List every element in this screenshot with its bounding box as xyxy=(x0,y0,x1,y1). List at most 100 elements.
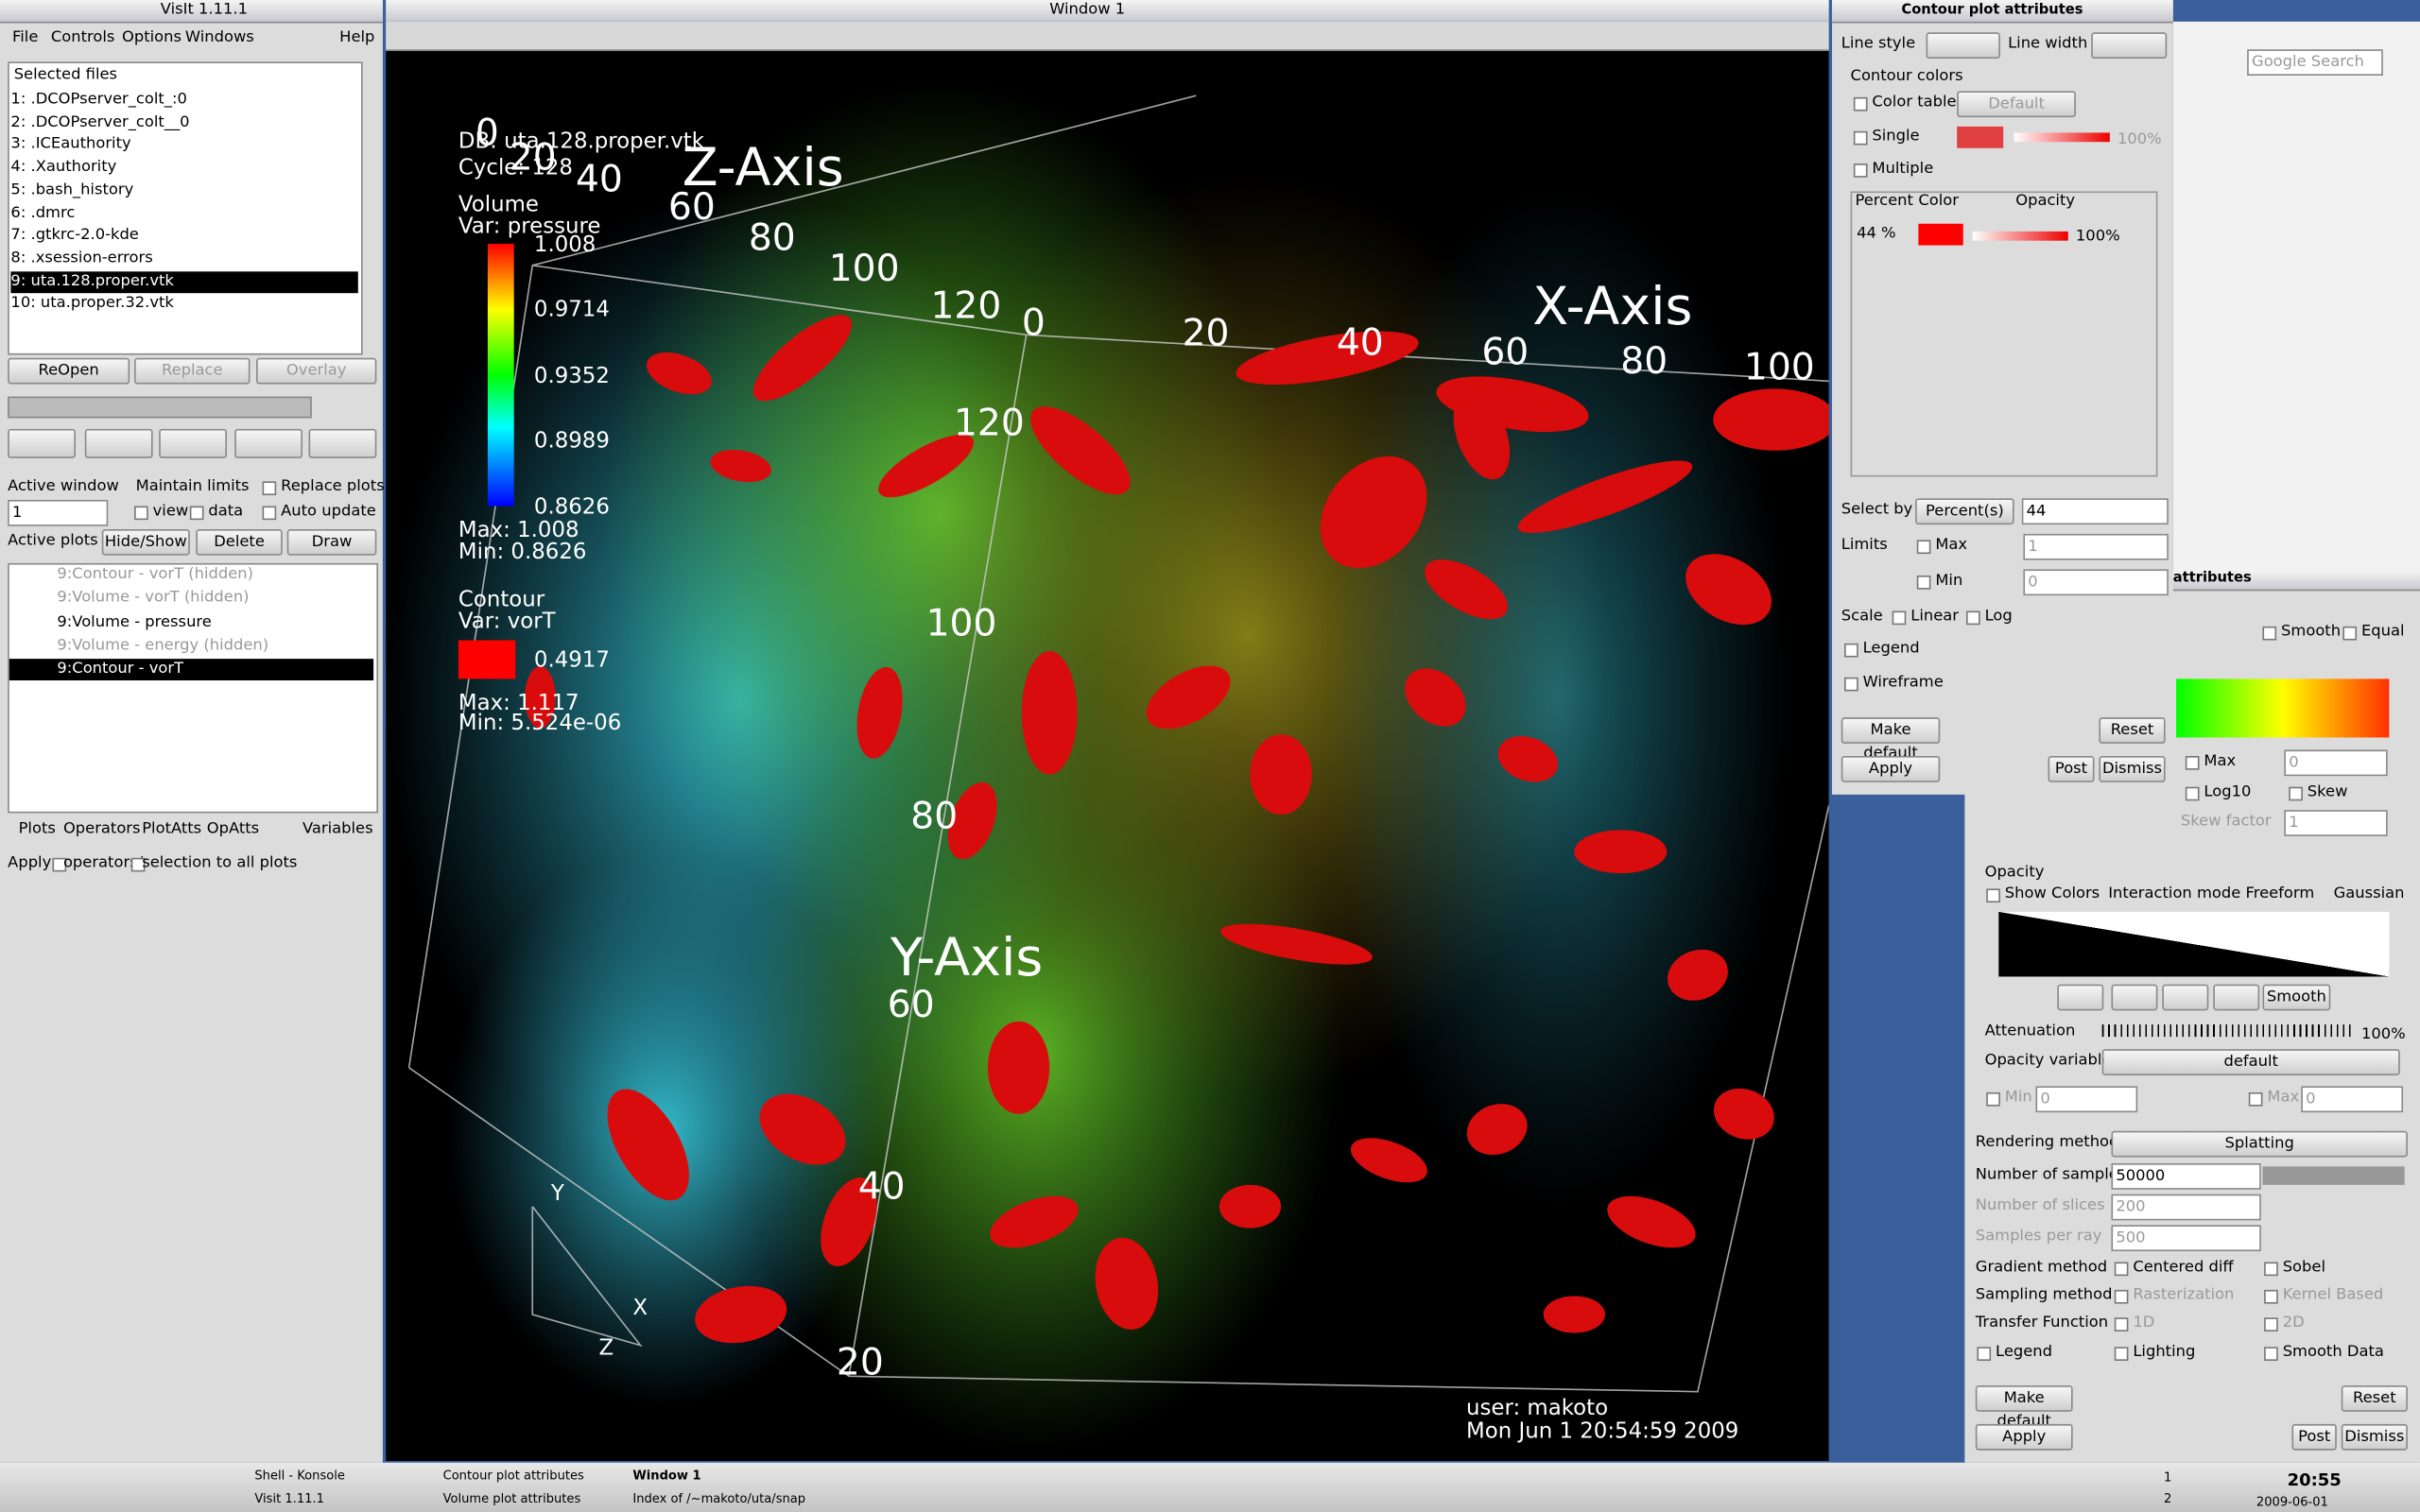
tab: OpAtts xyxy=(206,820,260,838)
overlay-text: Cycle: 128 xyxy=(458,155,573,181)
isosurface xyxy=(1466,1104,1528,1156)
checkbox-label: Max xyxy=(1935,537,1968,555)
checkbox xyxy=(1986,888,2000,903)
list-box xyxy=(8,61,363,355)
label: Samples per ray xyxy=(1975,1228,2102,1246)
title-bar xyxy=(1831,0,2173,24)
button[interactable]: Reset xyxy=(2099,717,2166,744)
button[interactable]: Hide/Show xyxy=(101,528,190,556)
label: 44 % xyxy=(1857,225,1896,243)
vcr-button xyxy=(8,428,76,458)
window-title: Window 1 xyxy=(1049,1,1126,19)
text-input: 200 xyxy=(2111,1194,2261,1221)
checkbox xyxy=(1844,643,1858,658)
isosurface xyxy=(1219,1184,1282,1228)
label: Select by xyxy=(1841,501,1913,519)
label: Interaction mode xyxy=(2108,885,2241,903)
label: Active window xyxy=(8,478,119,496)
button[interactable]: Delete xyxy=(196,528,283,556)
taskbar-item: Visit 1.11.1 xyxy=(254,1491,324,1506)
axis-title: X-Axis xyxy=(1532,276,1693,338)
button[interactable]: Dismiss xyxy=(2099,755,2166,782)
checkbox-label: Smooth Data xyxy=(2282,1344,2384,1361)
menu-item: Windows xyxy=(184,29,254,46)
button[interactable]: Apply xyxy=(1975,1423,2073,1451)
file-item: 3: .ICEauthority xyxy=(10,136,131,154)
plot-item: 9:Contour - vorT xyxy=(9,659,374,681)
checkbox xyxy=(1986,1091,2000,1107)
button[interactable]: Post xyxy=(2048,755,2095,782)
isosurface xyxy=(1607,1195,1696,1248)
vcr-button xyxy=(159,428,227,458)
axis-tick: 0 xyxy=(1021,301,1046,345)
button[interactable]: Make default xyxy=(1975,1385,2073,1430)
legend-label: 0.8989 xyxy=(533,428,610,454)
combo-box xyxy=(2091,32,2168,60)
checkbox-label: 1D xyxy=(2133,1314,2155,1332)
button[interactable]: Smooth xyxy=(2262,984,2331,1011)
text-input: 1 xyxy=(2284,810,2388,836)
checkbox xyxy=(2264,1289,2278,1304)
axis-tick: 40 xyxy=(1336,320,1384,365)
button[interactable]: Default xyxy=(1957,91,2076,118)
button[interactable]: Overlay xyxy=(256,357,377,385)
overlay-text: Max: 1.008 xyxy=(458,518,579,543)
checkbox xyxy=(2114,1289,2129,1304)
checkbox-label: Log10 xyxy=(2204,783,2252,801)
button[interactable]: Replace xyxy=(134,357,251,385)
isosurface xyxy=(990,1195,1079,1248)
label: Contour colors xyxy=(1850,67,1963,85)
checkbox xyxy=(1892,610,1907,626)
isosurface xyxy=(1667,949,1728,1001)
file-item: 10: uta.proper.32.vtk xyxy=(10,295,174,313)
label: 100% xyxy=(2117,130,2162,148)
combo-box[interactable]: default xyxy=(2101,1049,2400,1075)
triad-label: Y xyxy=(550,1181,564,1207)
label: Limits xyxy=(1841,537,1888,555)
combo-box[interactable]: Splatting xyxy=(2111,1130,2408,1158)
checkbox-label: Replace plots xyxy=(281,478,385,496)
overlay-text: Mon Jun 1 20:54:59 2009 xyxy=(1466,1419,1739,1445)
triad-label: Z xyxy=(598,1335,614,1361)
isosurface xyxy=(1543,1296,1605,1333)
slider xyxy=(2014,132,2110,143)
button[interactable]: Apply xyxy=(1841,755,1941,782)
checkbox xyxy=(2264,1262,2278,1277)
checkbox-label: Single xyxy=(1872,128,1920,146)
checkbox xyxy=(2262,626,2277,641)
overlay-text: Max: 1.117 xyxy=(458,691,579,716)
legend-label: 0.4917 xyxy=(533,647,610,673)
button[interactable]: ReOpen xyxy=(8,357,130,385)
combo-box xyxy=(1926,32,2000,60)
axis-tick: 60 xyxy=(887,982,935,1026)
window-title: VisIt 1.11.1 xyxy=(160,1,248,19)
tab: Plots xyxy=(18,820,56,838)
menu-item: Options xyxy=(121,29,182,46)
window-title: Contour plot attributes xyxy=(1901,3,2083,19)
label: Opacity xyxy=(2015,193,2076,211)
button[interactable]: Draw xyxy=(286,528,377,556)
slider xyxy=(2262,1166,2405,1185)
button[interactable]: Reset xyxy=(2341,1385,2408,1412)
plot-item: 9:Contour - vorT (hidden) xyxy=(57,566,254,584)
checkbox xyxy=(134,506,148,521)
axis-tick: 120 xyxy=(930,284,1002,328)
file-item: 7: .gtkrc-2.0-kde xyxy=(10,227,139,245)
vcr-button xyxy=(84,428,153,458)
label: Opacity variable xyxy=(1984,1052,2112,1070)
isosurface xyxy=(1250,734,1312,816)
axis-tick: 80 xyxy=(910,794,959,838)
combo-box[interactable]: Percent(s) xyxy=(1915,498,2014,525)
label: Scale xyxy=(1841,608,1883,626)
axis-tick: 60 xyxy=(667,184,716,229)
button[interactable]: Post xyxy=(2291,1423,2337,1451)
file-item: 9: uta.128.proper.vtk xyxy=(10,270,358,293)
checkbox xyxy=(2114,1317,2129,1332)
taskbar-item: Contour plot attributes xyxy=(442,1469,584,1483)
label: Freeform xyxy=(2245,885,2315,903)
button[interactable]: Make default xyxy=(1841,717,1941,763)
clock: 20:55 xyxy=(2287,1469,2342,1491)
button[interactable]: Dismiss xyxy=(2341,1423,2408,1451)
label: 100% xyxy=(2075,228,2120,246)
isosurface xyxy=(821,1177,877,1266)
